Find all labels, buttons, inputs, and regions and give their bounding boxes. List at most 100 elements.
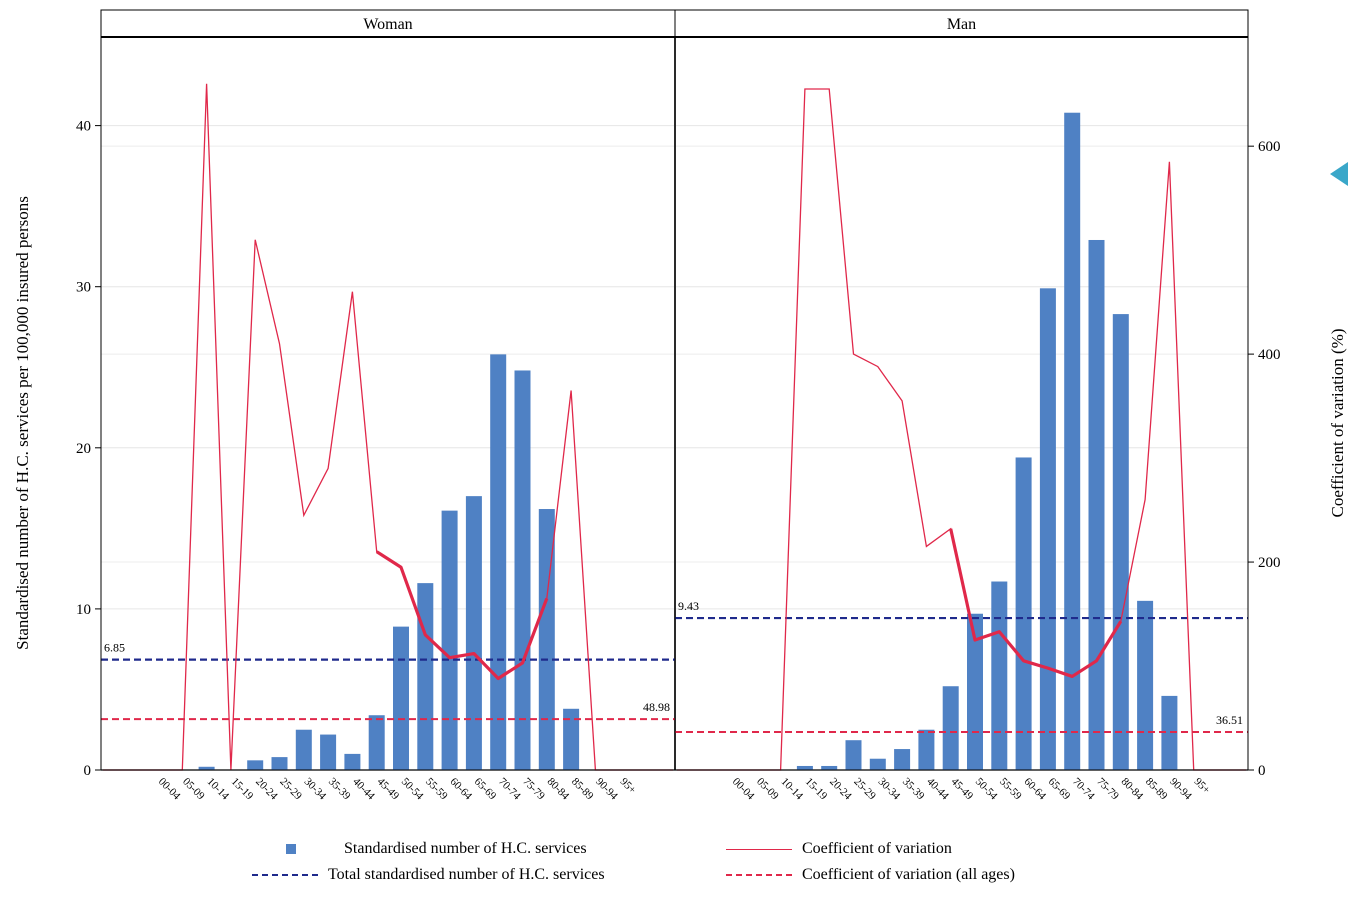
- legend-label: Standardised number of H.C. services: [344, 840, 587, 857]
- x-tick-label: 95+: [618, 776, 639, 797]
- cv-all-label: 48.98: [643, 700, 670, 714]
- bar: [393, 626, 409, 770]
- x-tick-label: 60-64: [447, 776, 474, 803]
- x-tick-label: 40-44: [350, 776, 377, 803]
- bar: [344, 753, 361, 770]
- panel-woman: Woman 6.85 48.98 00-0405-0910-1415-1920-242…: [100, 9, 676, 803]
- x-tick-label: 80-84: [1119, 776, 1146, 803]
- bar: [441, 510, 458, 770]
- x-tick-label: 45-49: [949, 776, 976, 803]
- bar: [1015, 457, 1032, 770]
- x-tick-label: 35-39: [900, 776, 927, 803]
- x-tick-label: 75-79: [1094, 776, 1121, 803]
- x-tick-label: 60-64: [1021, 776, 1048, 803]
- x-tick-label: 05-09: [754, 776, 781, 803]
- panel-frame: [674, 36, 1249, 771]
- panel-man: Man 9.43 36.51 00-0405-0910-1415-1920-2425-…: [674, 9, 1249, 803]
- legend-label: Coefficient of variation: [802, 840, 952, 857]
- bar: [198, 766, 215, 770]
- bar: [991, 581, 1008, 770]
- left-axis-tick-label: 30: [76, 280, 91, 296]
- x-tick-label: 65-69: [1046, 776, 1073, 803]
- panels-layer: Woman6.8548.9800-0405-0910-1415-1920-242…: [100, 9, 1249, 803]
- bar: [417, 583, 434, 770]
- bar: [1161, 695, 1178, 770]
- panel-title: Woman: [363, 16, 412, 33]
- legend: Standardised number of H.C. services Coe…: [252, 838, 1120, 890]
- bar: [821, 765, 838, 770]
- x-tick-label: 90-94: [1167, 776, 1194, 803]
- x-tick-label: 20-24: [253, 776, 280, 803]
- total-line-label: 9.43: [678, 599, 699, 613]
- total-line-label: 6.85: [104, 641, 125, 655]
- bar: [1137, 600, 1154, 770]
- bar: [563, 708, 580, 770]
- x-tick-label: 55-59: [423, 776, 450, 803]
- x-tick-label: 25-29: [277, 776, 304, 803]
- x-tick-label: 70-74: [1070, 776, 1097, 803]
- bar: [845, 740, 862, 770]
- x-tick-label: 10-14: [778, 776, 805, 803]
- x-tick-label: 90-94: [593, 776, 620, 803]
- legend-dash-swatch: [252, 874, 318, 876]
- bar: [894, 749, 911, 770]
- panel-header: [674, 9, 1249, 38]
- collapse-arrow-icon[interactable]: [1330, 162, 1348, 186]
- cv-line: [677, 88, 1246, 771]
- x-tick-label: 00-04: [730, 776, 757, 803]
- x-tick-label: 95+: [1192, 776, 1213, 797]
- x-tick-label: 50-54: [973, 776, 1000, 803]
- left-axis-tick-label: 20: [76, 441, 91, 457]
- x-tick-label: 85-89: [1143, 776, 1170, 803]
- x-tick-label: 45-49: [375, 776, 402, 803]
- legend-dash-swatch: [726, 874, 792, 876]
- x-tick-label: 85-89: [569, 776, 596, 803]
- right-axis-tick-label: 200: [1258, 555, 1281, 571]
- left-axis-tick-label: 10: [76, 602, 91, 618]
- bar: [514, 370, 531, 770]
- x-tick-label: 05-09: [180, 776, 207, 803]
- x-tick-label: 00-04: [156, 776, 183, 803]
- x-tick-label: 20-24: [827, 776, 854, 803]
- legend-item-bars: Standardised number of H.C. services: [284, 840, 587, 858]
- bar: [247, 760, 264, 770]
- bar: [869, 758, 886, 770]
- bar: [1088, 239, 1105, 770]
- bar: [918, 729, 935, 770]
- bar: [271, 757, 288, 770]
- legend-label: Total standardised number of H.C. servic…: [328, 866, 605, 883]
- x-tick-label: 25-29: [851, 776, 878, 803]
- bar: [796, 765, 813, 770]
- x-tick-label: 75-79: [520, 776, 547, 803]
- left-axis-label: Standardised number of H.C. services per…: [13, 196, 32, 650]
- right-axis-tick-label: 0: [1258, 763, 1266, 779]
- x-tick-label: 10-14: [204, 776, 231, 803]
- x-tick-label: 30-34: [876, 776, 903, 803]
- bar: [942, 686, 959, 770]
- x-tick-label: 15-19: [803, 776, 830, 803]
- x-tick-label: 80-84: [545, 776, 572, 803]
- legend-label: Coefficient of variation (all ages): [802, 866, 1015, 883]
- x-tick-label: 50-54: [399, 776, 426, 803]
- right-axis-label: Coefficient of variation (%): [1328, 329, 1347, 518]
- legend-item-total: Total standardised number of H.C. servic…: [252, 866, 605, 884]
- x-tick-label: 35-39: [326, 776, 353, 803]
- cv-line: [103, 83, 673, 771]
- legend-item-cv-all: Coefficient of variation (all ages): [726, 866, 1015, 884]
- x-tick-label: 70-74: [496, 776, 523, 803]
- x-tick-label: 30-34: [302, 776, 329, 803]
- bar: [490, 354, 507, 770]
- x-tick-label: 40-44: [924, 776, 951, 803]
- x-tick-label: 55-59: [997, 776, 1024, 803]
- bar: [368, 715, 385, 770]
- bar: [538, 509, 555, 770]
- bar: [1064, 112, 1081, 770]
- cv-line-thick: [375, 550, 549, 681]
- right-axis-tick-label: 600: [1258, 139, 1281, 155]
- bar: [320, 734, 337, 770]
- bar: [967, 613, 983, 770]
- cv-all-label: 36.51: [1216, 713, 1243, 727]
- panel-title: Man: [947, 16, 976, 33]
- x-tick-label: 65-69: [472, 776, 499, 803]
